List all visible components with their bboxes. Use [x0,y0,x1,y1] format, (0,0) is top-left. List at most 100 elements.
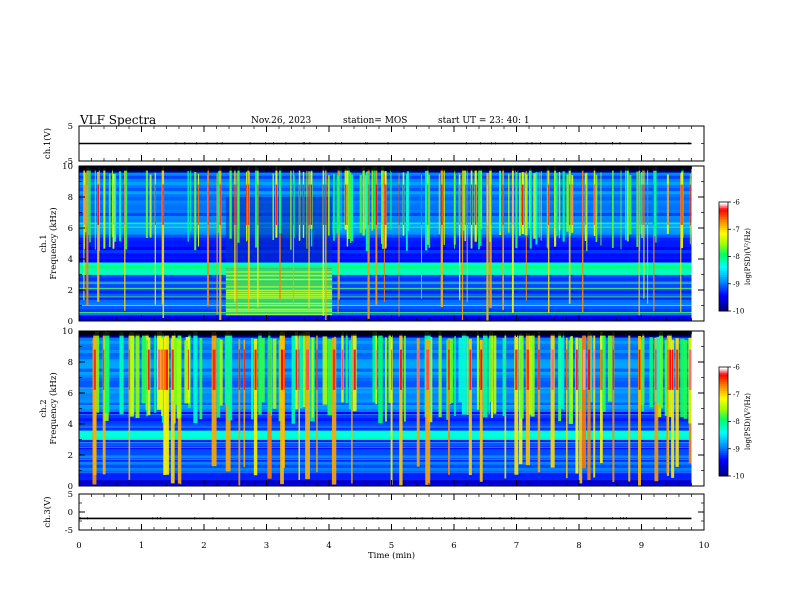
ch1-spectrogram-spheric [124,170,126,311]
colorbar-segment [719,292,728,296]
colorbar-segment [719,392,728,395]
ch1-spectrogram-band [79,259,692,263]
ch1-spectrogram-spheric [508,173,510,233]
ch3-waveform-ytick-label: 5 [68,490,73,500]
ch1-spectrogram-spheric [333,173,335,241]
figure-title: VLF Spectra [79,113,156,127]
colorbar-segment [719,388,728,392]
ch2-spectrogram-band [79,464,692,468]
colorbar-segment [719,283,728,287]
ch2-spectrogram-band [79,427,692,431]
ch2-spectrogram-spheric-core [161,349,163,390]
colorbar-segment [719,414,728,417]
ch1-spectrogram-spheric-core [680,184,682,225]
colorbar-segment [719,303,728,307]
ch1-spectrogram-spheric [103,168,106,249]
colorbar-segment [719,278,728,281]
ch2-spectrogram-spheric [170,338,175,484]
ch1-spectrogram-ylabel-channel: ch.1 [39,234,49,252]
ch1-spectrogram-spheric [438,173,440,235]
colorbar-segment [719,234,728,238]
colorbar-segment [719,466,728,470]
ch2-spectrogram-spheric-core [638,349,641,390]
ch1-spectrogram-image [79,166,704,322]
colorbar-segment [719,401,728,404]
ch2-spectrogram-band [79,442,692,447]
ch1-spectrogram-spheric-core [345,184,347,225]
ch2-spectrogram-band [79,424,692,428]
ch1-spectrogram-spheric [336,175,339,234]
ch2-spectrogram-spheric [525,333,531,466]
ch2-spectrogram-band [79,461,692,465]
colorbar-tick-label: -6 [733,199,740,207]
ch2-spectrogram-spheric [664,339,668,416]
colorbar-segment [719,443,728,446]
ch2-spectrogram-spheric [482,333,488,418]
ch1-spectrogram-spheric-core [112,184,115,225]
colorbar-segment [719,251,728,254]
ch1-spectrogram-spheric-core [643,184,645,225]
ch2-spectrogram-spheric [628,335,631,482]
colorbar-segment [719,437,728,441]
ch1-spectrogram-spheric-core [257,184,259,225]
ch2-spectrogram-spheric [425,338,431,485]
ch1-spectrogram-band [79,277,692,282]
ch2-spectrogram-spheric [95,331,100,413]
ch2-colorbar: -6 -7 -8 -9 -10 log(PSD)(V²/Hz) [718,364,752,481]
colorbar-segment [719,419,728,422]
ch1-spectrogram-spheric-core [638,184,640,225]
colorbar-segment [719,289,728,292]
ch1-spectrogram-band [79,268,692,272]
ch2-spectrogram-spheric-core [306,349,310,390]
colorbar-segment [719,457,728,461]
ch1-spectrogram-band [79,293,692,297]
ch2-spectrogram-spheric [119,332,124,415]
ch2-spectrogram-spheric [384,337,387,422]
time-tick-label: 0 [76,541,81,551]
time-axis-label: Time (min) [368,550,415,561]
colorbar-segment [719,426,728,430]
colorbar-segment [719,272,728,276]
ch2-spectrogram-spheric [173,337,178,405]
colorbar-segment [719,406,728,410]
ch1-spectrogram-ytick-label: 6 [68,224,73,234]
ch2-spectrogram-spheric [378,335,383,424]
ch1-spectrogram-spheric [217,171,221,233]
ch1-spectrogram-spheric-core [322,184,324,225]
colorbar-segment [719,412,728,415]
ch2-spectrogram-spheric [193,331,198,424]
ch2-spectrogram-spheric [327,339,333,416]
ch1-spectrogram-band [79,274,692,278]
ch1-spectrogram-spheric-core [571,184,573,225]
ch2-spectrogram-band [79,467,692,471]
ch1-spectrogram-spheric [362,167,365,236]
ch1-spectrogram-spheric [462,169,465,231]
ch2-spectrogram-spheric-core [375,349,377,390]
ch1-spectrogram-band [79,255,692,260]
colorbar-segment [719,298,728,301]
ch2-spectrogram-spheric-core [171,349,174,390]
ch2-spectrogram-spheric-core [448,349,450,390]
ch1-spectrogram-band [79,314,692,319]
ch1-spectrogram-spheric [398,173,400,317]
ch1-spectrogram-band [79,169,692,173]
ch1-spectrogram-spheric [555,173,558,236]
ch2-spectrogram-band [79,451,692,456]
ch1-spectrogram-spheric [566,174,569,232]
colorbar-tick-label: -9 [733,280,740,288]
colorbar-segment [719,472,728,475]
colorbar-segment [719,386,728,390]
ch2-spectrogram-spheric [199,337,203,420]
time-tick-label: 2 [201,541,206,551]
ch1-spectrogram-spheric [647,168,649,304]
ch1-spectrogram-spheric [559,172,561,231]
ch1-spectrogram-spheric [359,174,362,233]
ch1-spectrogram-spheric-core [398,184,400,225]
ch1-spectrogram-spheric [257,167,259,308]
ch2-spectrogram-ytick-label: 6 [68,389,73,399]
ch1-spectrogram-spheric-core [427,184,429,225]
ch2-spectrogram-spheric-core [588,349,590,390]
ch1-spectrogram-spheric-core [441,184,443,225]
ch2-spectrogram-spheric-core [566,349,568,390]
ch2-spectrogram-spheric [461,333,467,415]
